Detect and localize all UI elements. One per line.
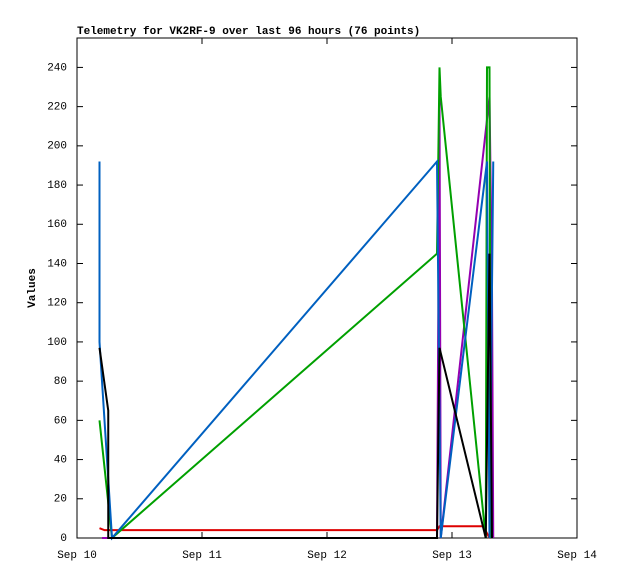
series-line [98,158,495,541]
y-tick-label: 60 [54,415,67,427]
y-tick-label: 140 [47,258,67,270]
x-tick-label: Sep 13 [432,550,472,562]
chart-title: Telemetry for VK2RF-9 over last 96 hours… [77,26,420,38]
y-tick-label: 0 [60,533,67,545]
y-tick-label: 200 [47,141,67,153]
y-axis-label: Values [27,268,39,308]
x-tick-label: Sep 14 [557,550,597,562]
y-tick-label: 80 [54,376,67,388]
x-tick-label: Sep 10 [57,550,97,562]
y-tick-label: 180 [47,180,67,192]
series-line [98,66,492,541]
series-line [99,525,491,539]
y-tick-label: 240 [47,62,67,74]
y-tick-label: 120 [47,298,67,310]
series-line [98,253,493,539]
y-tick-label: 220 [47,102,67,114]
y-tick-label: 100 [47,337,67,349]
y-tick-label: 160 [47,219,67,231]
x-tick-label: Sep 12 [307,550,347,562]
x-tick-label: Sep 11 [182,550,222,562]
y-tick-label: 40 [54,454,67,466]
y-tick-label: 20 [54,494,67,506]
